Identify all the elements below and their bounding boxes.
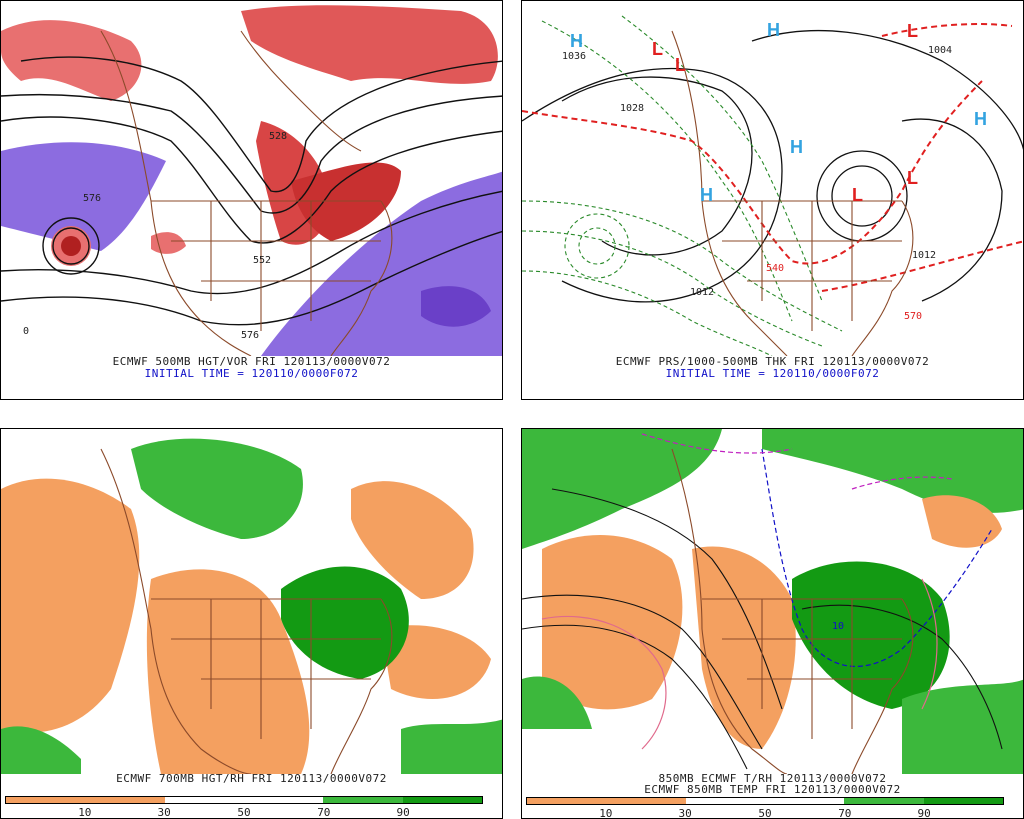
thickness-label: 540 [766,263,784,274]
panel-1-subcaption: INITIAL TIME = 120110/0000F072 [144,367,359,380]
isobar-label: 1004 [928,45,952,56]
thickness-540-line [522,23,1023,292]
colorbar-ticks-700mb: 10 30 50 70 90 [78,806,410,819]
high-pressure-center: H [767,20,780,40]
contour-label: 552 [253,255,271,266]
map-prs-thk: H H H H H L L L L L 1036 1028 1012 1004 … [522,1,1023,356]
isobar-label: 1012 [912,250,936,261]
height-contours [1,56,502,326]
low-pressure-center: L [852,185,863,205]
low-pressure-center: L [675,55,686,75]
panel-1-caption: ECMWF 500MB HGT/VOR FRI 120113/0000V072 [112,355,391,368]
isobar-label: 1036 [562,51,586,62]
cold-isotherm [641,433,793,454]
colorbar-ticks-850mb: 10 30 50 70 90 [599,807,931,819]
map-borders [100,30,393,356]
high-pressure-center: H [974,109,987,129]
low-pressure-center: L [907,168,918,188]
thickness-label: 570 [904,311,922,322]
contour-label: 576 [83,193,101,204]
isobar-label: 1028 [620,103,644,114]
moist-area-north [522,429,722,549]
high-pressure-center: H [570,31,583,51]
isotherm-label: 10 [832,621,844,632]
panel-4-subcaption: ECMWF 850MB TEMP FRI 120113/0000V072 [644,783,901,796]
low-pressure-center: L [652,39,663,59]
panel-700mb-hgt-rh: ECMWF 700MB HGT/RH FRI 120113/0000V072 1… [0,428,503,819]
high-pressure-center: H [700,185,713,205]
freezing-line [761,448,993,667]
map-500mb: 576 528 552 576 0 [1,1,502,356]
neg-vort-area-west [1,142,166,251]
contour-label: 528 [269,131,287,142]
warm-isotherm [541,578,938,750]
contour-label: 576 [241,330,259,341]
dry-area-central [146,569,310,774]
high-pressure-center: H [790,137,803,157]
panel-500mb-hgt-vor: 576 528 552 576 0 ECMWF 500MB HGT/VOR FR… [0,0,503,400]
map-700mb [1,429,502,774]
map-borders [671,448,914,774]
colorbar-850mb [526,797,1004,805]
map-borders [100,448,393,774]
map-850mb: 10 [522,429,1023,774]
panel-4-caption: 850MB ECMWF T/RH 120113/0000V072 [658,772,887,785]
moist-area-great-lakes [281,566,409,679]
moist-area-north [131,438,303,539]
panel-2-caption: ECMWF PRS/1000-500MB THK FRI 120113/0000… [615,355,930,368]
contour-label: 0 [23,326,29,337]
dry-area-west [1,478,140,733]
panel-prs-thk: H H H H H L L L L L 1036 1028 1012 1004 … [521,0,1024,400]
map-borders [671,30,914,356]
colorbar-700mb [5,796,483,804]
isobar-label: 1012 [690,287,714,298]
thickness-dashed [522,15,843,356]
dry-area-west [542,535,683,710]
low-pressure-center: L [907,21,918,41]
panel-2-subcaption: INITIAL TIME = 120110/0000F072 [665,367,880,380]
moist-area-east [792,561,950,709]
panel-850mb-t-rh: 10 850MB ECMWF T/RH 120113/0000V072 ECMW… [521,428,1024,819]
panel-3-caption: ECMWF 700MB HGT/RH FRI 120113/0000V072 [116,772,387,785]
vort-area-north [241,5,498,84]
